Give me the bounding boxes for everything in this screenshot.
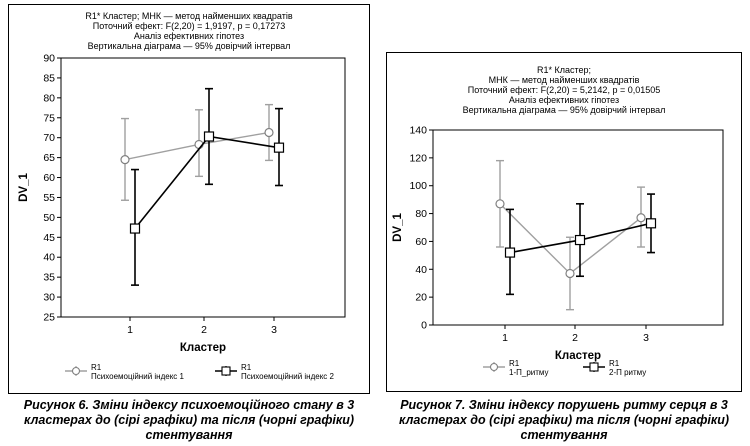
y-tick-label: 80 <box>43 92 55 104</box>
series-2-point <box>504 247 516 258</box>
chart-header-line-1: R1* Кластер; <box>536 65 592 75</box>
y-tick-label: 80 <box>415 208 427 220</box>
chart-header-line-2: МНК — метод найменших квадратів <box>488 75 640 85</box>
series-1-point <box>264 127 274 138</box>
y-tick-label: 35 <box>43 272 55 284</box>
y-tick-label: 65 <box>43 152 55 164</box>
y-tick-label: 60 <box>415 236 427 248</box>
series-2-point <box>273 142 285 153</box>
legend-2-marker <box>589 362 599 372</box>
y-tick-label: 70 <box>43 132 55 144</box>
chart-header-line-4: Вертикальна діаграма — 95% довірчий інте… <box>87 41 291 51</box>
y-tick-label: 30 <box>43 292 55 304</box>
y-axis-label: DV_1 <box>392 213 404 242</box>
legend-2-title: R1 <box>609 359 620 368</box>
series-2-point <box>129 223 141 234</box>
legend-2-marker <box>221 366 231 376</box>
series-1-point <box>120 155 130 165</box>
legend-1-label: Психоемоційний індекс 1 <box>91 372 185 381</box>
series-2-point <box>574 234 586 246</box>
y-tick-label: 45 <box>43 232 55 244</box>
plot-frame <box>60 57 346 318</box>
y-tick-label: 75 <box>43 112 55 124</box>
y-tick-label: 50 <box>43 212 55 224</box>
legend-1-marker <box>489 362 499 372</box>
legend-1-title: R1 <box>509 359 520 368</box>
x-axis-label: Кластер <box>180 342 226 354</box>
y-tick-label: 100 <box>409 180 427 192</box>
y-tick-label: 0 <box>421 320 427 332</box>
figure-7-caption: Рисунок 7. Зміни індексу порушень ритму … <box>399 398 729 442</box>
figure-6-caption: Рисунок 6. Зміни індексу психоемоційного… <box>23 398 355 442</box>
series-2-point <box>645 218 657 229</box>
y-tick-label: 25 <box>43 312 55 324</box>
y-axis-label: DV_1 <box>18 173 30 202</box>
x-tick-label: 3 <box>643 332 649 344</box>
x-tick-label: 1 <box>502 332 508 344</box>
chart-header-line-3: Поточний ефект: F(2,20) = 5,2142, p = 0,… <box>467 85 661 95</box>
y-tick-label: 140 <box>409 125 427 137</box>
x-tick-label: 2 <box>572 332 578 344</box>
legend-2-title: R1 <box>241 363 252 372</box>
chart-header-line-1: R1* Кластер; МНК — метод найменших квадр… <box>85 11 293 21</box>
legend-1-title: R1 <box>91 363 102 372</box>
figure-6-chart: 25 30 35 40 45 50 55 60 65 70 75 80 85 90 1 2 3 Кластер DV… <box>18 53 346 381</box>
y-tick-label: 40 <box>415 264 427 276</box>
chart-header-line-2: Поточний ефект: F(2,20) = 1,9197, p = 0,… <box>92 21 286 31</box>
figure-6-panel: R1* Кластер; МНК — метод найменших квадр… <box>8 4 370 394</box>
legend-1-marker <box>71 366 81 376</box>
plot-frame <box>432 129 724 326</box>
series-1-point <box>565 268 575 279</box>
y-tick-label: 20 <box>415 292 427 304</box>
x-tick-label: 3 <box>271 324 277 336</box>
y-tick-label: 60 <box>43 172 55 184</box>
x-tick-label: 2 <box>201 324 207 336</box>
chart-header-line-4: Аналіз ефективних гіпотез <box>508 95 620 105</box>
legend-1-label: 1-П_ритму <box>509 368 548 377</box>
x-axis-label: Кластер <box>555 350 601 362</box>
chart-header-line-5: Вертикальна діаграма — 95% довірчий інте… <box>462 105 666 115</box>
y-tick-label: 55 <box>43 192 55 204</box>
figure-7-panel: R1* Кластер; МНК — метод найменших квадр… <box>386 52 742 392</box>
legend-2-label: 2-П ритму <box>609 368 646 377</box>
legend-2-label: Психоемоційний індекс 2 <box>241 372 335 381</box>
y-tick-label: 120 <box>409 152 427 164</box>
y-tick-label: 85 <box>43 72 55 84</box>
y-tick-label: 90 <box>43 53 55 65</box>
series-1-point <box>495 199 505 209</box>
chart-header-line-3: Аналіз ефективних гіпотез <box>133 31 245 41</box>
series-2-line <box>134 135 280 230</box>
series-2-point <box>203 131 215 142</box>
y-tick-label: 40 <box>43 252 55 264</box>
series-1-point <box>636 213 646 223</box>
x-tick-label: 1 <box>127 324 133 336</box>
